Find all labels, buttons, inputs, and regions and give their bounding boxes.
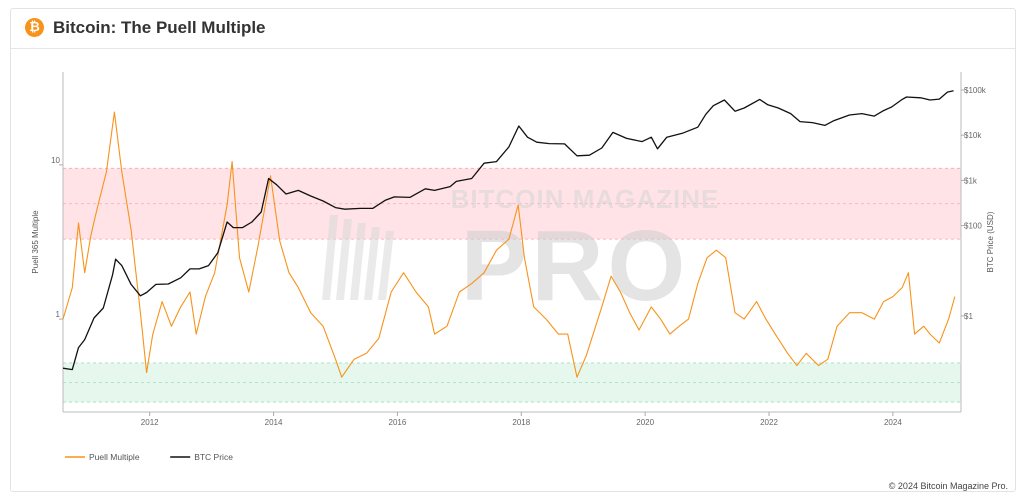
bitcoin-logo-icon: ₿: [25, 18, 44, 37]
y-right-tick-label: $10k: [964, 131, 982, 140]
y-right-tick-label: $1: [964, 312, 973, 321]
watermark-logo-bar: [322, 215, 338, 300]
chart-header: ₿ Bitcoin: The Puell Multiple: [11, 9, 1015, 49]
watermark-logo-bar: [350, 223, 366, 300]
watermark-logo-bar: [336, 219, 352, 300]
y-right-tick-label: $1k: [964, 176, 978, 185]
x-tick-label: 2024: [884, 418, 902, 427]
y-left-tick-label: 10: [51, 156, 60, 165]
watermark-logo-bar: [364, 227, 380, 300]
copyright-footer: © 2024 Bitcoin Magazine Pro.: [888, 481, 1008, 491]
y-right-tick-label: $100k: [964, 86, 987, 95]
page-title: Bitcoin: The Puell Multiple: [53, 18, 266, 37]
watermark-line2: PRO: [461, 210, 690, 322]
chart-card: ₿ Bitcoin: The Puell Multiple: [10, 8, 1016, 492]
legend-label: BTC Price: [194, 452, 233, 462]
legend-label: Puell Multiple: [89, 452, 140, 462]
x-tick-label: 2012: [141, 418, 159, 427]
x-tick-label: 2022: [760, 418, 778, 427]
watermark-logo-bar: [378, 231, 394, 300]
series-line-btc-price: [62, 90, 954, 371]
x-tick-label: 2018: [512, 418, 530, 427]
x-tick-label: 2016: [389, 418, 407, 427]
series-line-puell-multiple: [62, 111, 956, 378]
band-low: [63, 362, 961, 403]
y-left-axis-label: Puell 365 Multiple: [31, 210, 40, 274]
x-tick-label: 2020: [636, 418, 654, 427]
watermark-line1: BITCOIN MAGAZINE: [451, 184, 720, 214]
y-right-axis-label: BTC Price (USD): [986, 211, 995, 272]
y-right-tick-label: $100: [964, 222, 982, 231]
x-tick-label: 2014: [265, 418, 283, 427]
y-left-tick-label: 1: [56, 310, 61, 319]
